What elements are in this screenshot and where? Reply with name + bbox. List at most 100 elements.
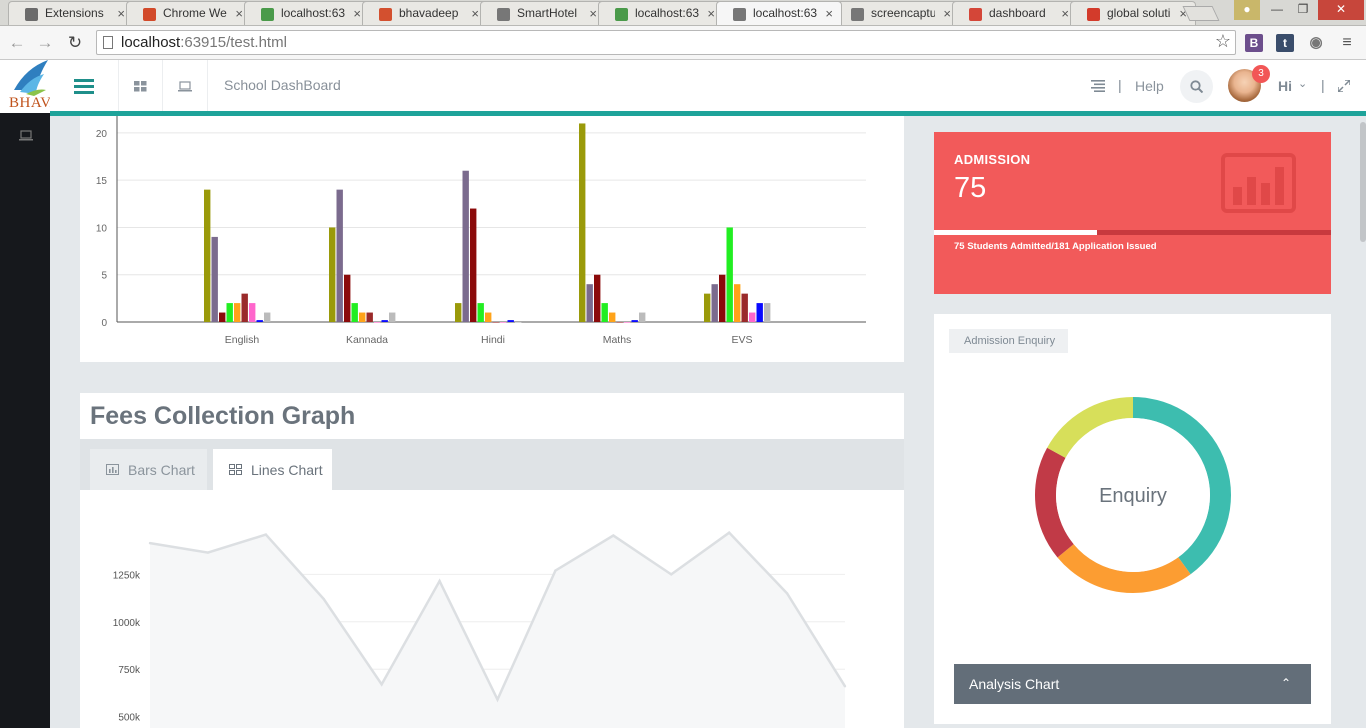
close-tab-icon[interactable]: ×: [707, 6, 715, 21]
analysis-chart-button[interactable]: Analysis Chart ⌃: [954, 664, 1311, 704]
bar: [329, 227, 336, 322]
browser-tab-label: localhost:63: [635, 6, 699, 20]
bar: [226, 303, 233, 322]
bar: [477, 303, 484, 322]
browser-tab-label: Chrome We: [163, 6, 227, 20]
laptop-icon[interactable]: [178, 81, 192, 92]
grid-icon[interactable]: [134, 81, 147, 92]
x-tick-label: Hindi: [481, 334, 505, 346]
browser-tab-label: bhavadeep: [399, 6, 459, 20]
minimize-icon[interactable]: —: [1271, 2, 1283, 16]
browser-tab[interactable]: localhost:63 ×: [716, 1, 842, 25]
browser-tab[interactable]: Chrome We ×: [126, 1, 252, 25]
app-logo[interactable]: BHAVA: [0, 60, 50, 113]
bar: [344, 274, 351, 322]
close-tab-icon[interactable]: ×: [1179, 6, 1187, 21]
fullscreen-icon[interactable]: [1338, 80, 1350, 92]
reload-icon[interactable]: ↻: [67, 33, 83, 52]
bar: [249, 303, 256, 322]
browser-tab[interactable]: SmartHotel ×: [480, 1, 606, 25]
extension-twitter-icon[interactable]: t: [1276, 34, 1294, 52]
leaf-icon: [615, 8, 628, 21]
new-tab-button[interactable]: [1182, 6, 1220, 21]
close-window-icon[interactable]: ✕: [1318, 0, 1364, 20]
fees-collection-panel: Fees Collection Graph Bars Chart Lines C…: [80, 393, 904, 728]
close-tab-icon[interactable]: ×: [825, 6, 833, 21]
restore-icon[interactable]: ❐: [1297, 2, 1309, 16]
bookmark-star-icon[interactable]: ☆: [1214, 31, 1231, 51]
admission-description: 75 Students Admitted/181 Application Iss…: [954, 241, 1157, 252]
subject-bar-chart-panel: 0 5 10 15 20 English Kannada Hindi Maths EVS: [80, 116, 904, 362]
donut-slice: [1035, 447, 1074, 558]
forward-icon[interactable]: →: [36, 33, 54, 52]
page-scrollbar[interactable]: [1359, 116, 1366, 728]
tab-bars-chart[interactable]: Bars Chart: [90, 449, 207, 490]
bar: [455, 303, 462, 322]
browser-tab[interactable]: dashboard ×: [952, 1, 1078, 25]
bar: [211, 236, 218, 322]
admission-progress-fill: [934, 230, 1097, 235]
list-icon[interactable]: [1091, 80, 1105, 92]
data-point: [554, 569, 557, 572]
data-point: [670, 573, 673, 576]
data-point: [843, 685, 847, 688]
menu-icon[interactable]: ≡: [1342, 34, 1352, 51]
subject-bar-chart: 0 5 10 15 20 English Kannada Hindi Maths EVS: [96, 116, 866, 346]
bar: [462, 170, 469, 322]
bar: [631, 320, 638, 322]
address-bar[interactable]: localhost:63915/test.html ☆: [96, 30, 1236, 55]
close-tab-icon[interactable]: ×: [589, 6, 597, 21]
bar: [741, 293, 748, 322]
chevron-down-icon[interactable]: ⌄: [1298, 78, 1308, 90]
laptop-icon[interactable]: [19, 130, 33, 141]
bar: [241, 293, 248, 322]
browser-tab[interactable]: bhavadeep ×: [362, 1, 488, 25]
bar: [351, 303, 358, 322]
user-greeting[interactable]: Hi: [1278, 78, 1292, 94]
browser-tab[interactable]: localhost:63 ×: [244, 1, 370, 25]
bar: [749, 312, 756, 322]
close-tab-icon[interactable]: ×: [471, 6, 479, 21]
bar-chart-icon: [1221, 153, 1296, 213]
red-diamond-icon: [1087, 8, 1100, 21]
browser-tab-label: localhost:63: [753, 6, 817, 20]
bar: [389, 312, 396, 322]
help-link[interactable]: Help: [1135, 78, 1164, 94]
browser-tab-label: SmartHotel: [517, 6, 578, 20]
bar: [500, 322, 507, 323]
document-icon: [851, 8, 864, 21]
close-tab-icon[interactable]: ×: [235, 6, 243, 21]
data-point: [785, 592, 789, 595]
tab-lines-chart[interactable]: Lines Chart: [213, 449, 332, 490]
close-tab-icon[interactable]: ×: [117, 6, 125, 21]
y-tick-label: 15: [96, 176, 108, 187]
donut-center-label: Enquiry: [1099, 485, 1167, 507]
admission-enquiry-tag: Admission Enquiry: [949, 329, 1068, 353]
chevron-up-icon[interactable]: ⌃: [1280, 676, 1291, 690]
profile-icon[interactable]: ●: [1234, 0, 1260, 20]
app-header: School DashBoard | Help 3 Hi ⌄ |: [50, 60, 1366, 112]
hamburger-menu-icon[interactable]: [74, 79, 94, 95]
extension-b-icon[interactable]: B: [1245, 34, 1263, 52]
y-tick-label: 10: [96, 223, 108, 234]
bar: [381, 320, 388, 322]
browser-tab[interactable]: localhost:63 ×: [598, 1, 724, 25]
browser-tab[interactable]: Extensions ×: [8, 1, 134, 25]
close-tab-icon[interactable]: ×: [1061, 6, 1069, 21]
tab-lines-label: Lines Chart: [251, 462, 323, 478]
close-tab-icon[interactable]: ×: [943, 6, 951, 21]
camera-icon[interactable]: ◉: [1309, 34, 1323, 51]
back-icon[interactable]: ←: [8, 33, 26, 52]
x-tick-label: Maths: [603, 334, 632, 346]
browser-tab[interactable]: screencaptu ×: [834, 1, 960, 25]
close-tab-icon[interactable]: ×: [353, 6, 361, 21]
logo-text: BHAVA: [9, 95, 50, 111]
scrollbar-thumb[interactable]: [1360, 122, 1366, 242]
admission-title: ADMISSION: [954, 152, 1031, 167]
y-tick-label: 5: [101, 271, 107, 282]
page-icon: [103, 36, 113, 49]
browser-tab[interactable]: global soluti ×: [1070, 1, 1196, 25]
browser-tab-label: Extensions: [45, 6, 104, 20]
search-button[interactable]: [1180, 70, 1213, 103]
header-accent-line: [50, 111, 1366, 116]
